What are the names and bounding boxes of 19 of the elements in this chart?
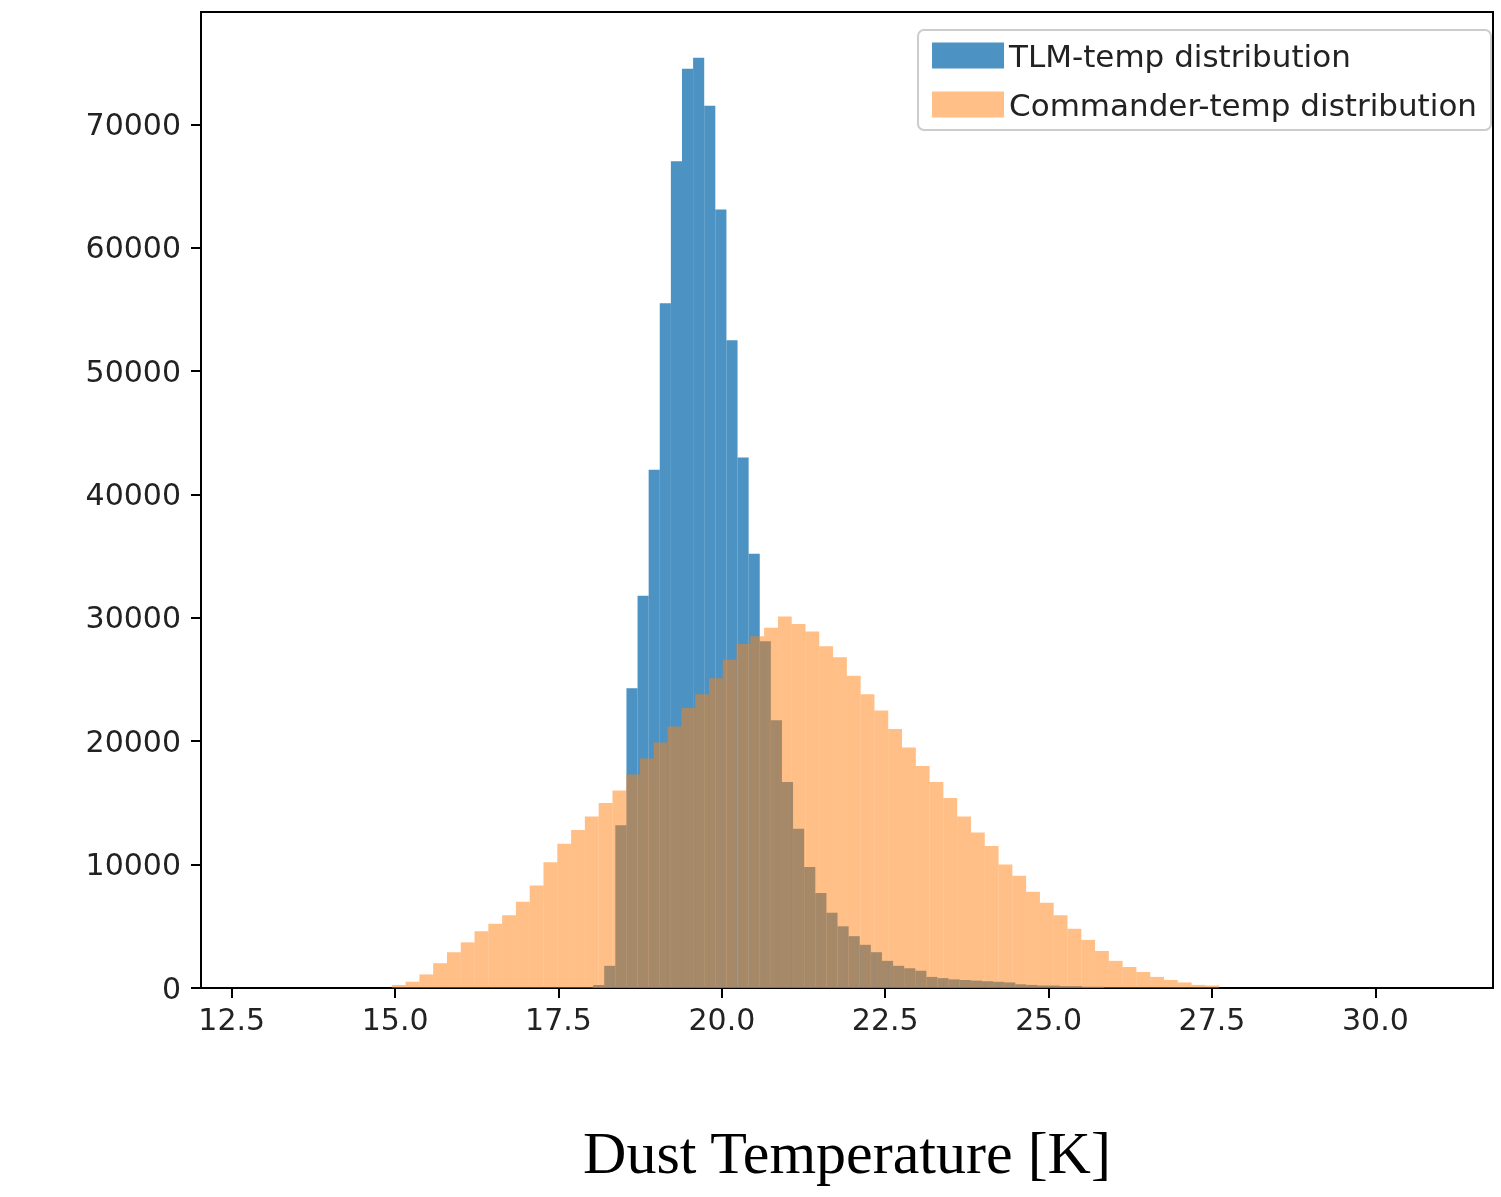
y-tick-label: 50000 xyxy=(85,353,181,389)
y-tick-label: 0 xyxy=(161,970,181,1006)
x-tick-label: 27.5 xyxy=(1178,1001,1246,1037)
y-tick-label: 20000 xyxy=(85,723,181,759)
legend-label: Commander-temp distribution xyxy=(1009,86,1477,123)
x-tick-label: 25.0 xyxy=(1015,1001,1083,1037)
y-tick-label: 40000 xyxy=(85,476,181,512)
legend-label: TLM-temp distribution xyxy=(1008,37,1351,74)
x-tick-label: 15.0 xyxy=(361,1001,429,1037)
y-tick-label: 60000 xyxy=(85,230,181,266)
y-tick-label: 30000 xyxy=(85,600,181,636)
y-tick-label: 10000 xyxy=(85,847,181,883)
y-tick-label: 70000 xyxy=(85,106,181,142)
x-tick-label: 12.5 xyxy=(198,1001,266,1037)
x-tick-label: 17.5 xyxy=(525,1001,592,1037)
x-axis-title: Dust Temperature [K] xyxy=(583,1120,1111,1186)
x-tick-label: 30.0 xyxy=(1341,1001,1409,1037)
x-tick-label: 22.5 xyxy=(851,1001,919,1037)
x-tick-label: 20.0 xyxy=(688,1001,756,1037)
